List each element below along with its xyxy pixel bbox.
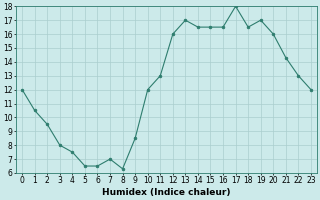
X-axis label: Humidex (Indice chaleur): Humidex (Indice chaleur) [102,188,231,197]
